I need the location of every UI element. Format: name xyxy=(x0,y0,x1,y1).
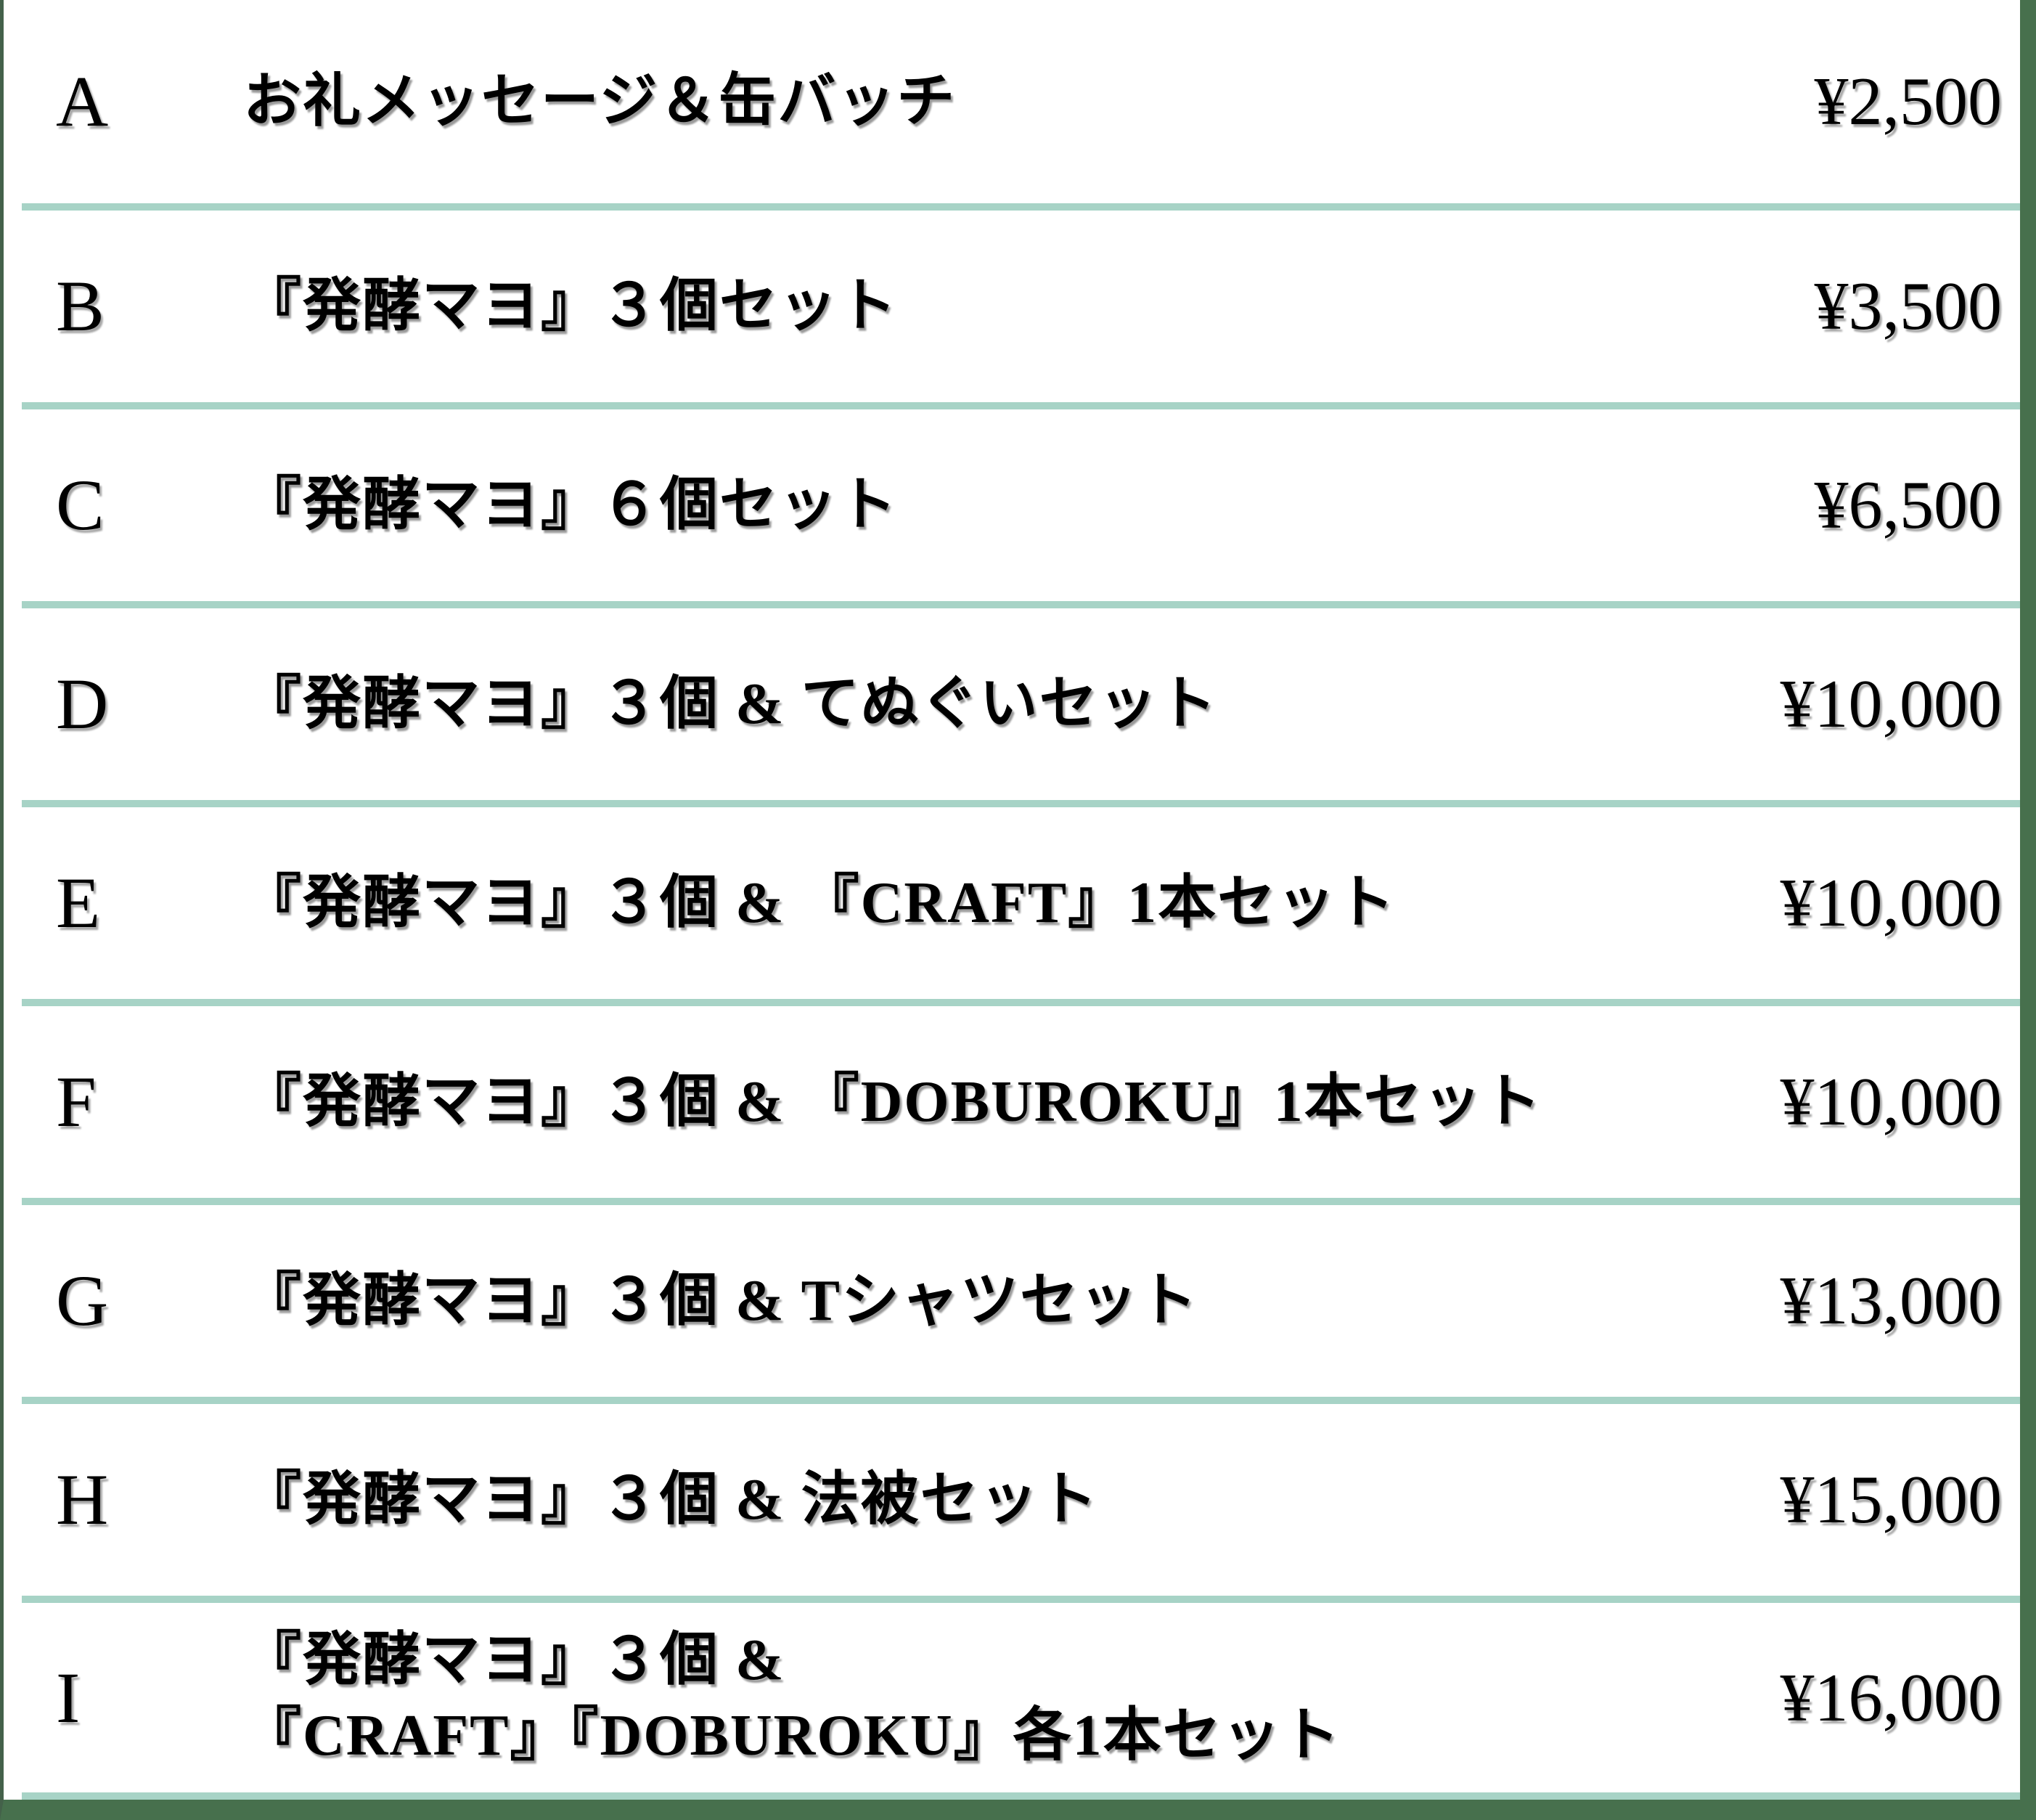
table-row: C 『発酵マヨ』６個セット ¥6,500 xyxy=(4,409,2020,601)
row-divider xyxy=(22,999,2020,1006)
reward-letter: A xyxy=(56,61,109,142)
reward-description-line: 『発酵マヨ』３個セット xyxy=(243,274,898,338)
reward-description-line: お礼メッセージ＆缶バッチ xyxy=(243,70,957,134)
table-row: F 『発酵マヨ』３個 & 『DOBUROKU』1本セット ¥10,000 xyxy=(4,1006,2020,1198)
table-row: D 『発酵マヨ』３個 & てぬぐいセット ¥10,000 xyxy=(4,608,2020,800)
reward-description-line: 『発酵マヨ』３個 & 『DOBUROKU』1本セット xyxy=(243,1070,1542,1134)
table-row: B 『発酵マヨ』３個セット ¥3,500 xyxy=(4,211,2020,402)
reward-price: ¥10,000 xyxy=(1780,865,2003,941)
reward-price: ¥10,000 xyxy=(1780,666,2003,742)
reward-letter: F xyxy=(56,1061,97,1142)
row-divider xyxy=(22,1792,2020,1800)
reward-description: 『発酵マヨ』３個 & てぬぐいセット xyxy=(243,666,1766,742)
row-divider xyxy=(22,1198,2020,1205)
table-row: G 『発酵マヨ』３個 & Tシャツセット ¥13,000 xyxy=(4,1205,2020,1397)
reward-letter: C xyxy=(56,465,105,545)
reward-letter: D xyxy=(56,664,109,744)
reward-letter: E xyxy=(56,862,101,943)
reward-description-line: 『発酵マヨ』３個 & Tシャツセット xyxy=(243,1269,1198,1333)
row-divider xyxy=(22,1596,2020,1603)
row-divider xyxy=(22,402,2020,409)
reward-description: 『発酵マヨ』３個 & 『CRAFT』1本セット xyxy=(243,865,1766,941)
reward-description-line: 『発酵マヨ』３個 & 法被セット xyxy=(243,1468,1099,1532)
reward-description: 『発酵マヨ』３個 & Tシャツセット xyxy=(243,1263,1766,1339)
reward-price: ¥13,000 xyxy=(1780,1263,2003,1339)
reward-letter: B xyxy=(56,266,105,346)
reward-description-line: 『発酵マヨ』３個 & 『CRAFT』1本セット xyxy=(243,871,1397,935)
row-divider xyxy=(22,800,2020,807)
table-row: E 『発酵マヨ』３個 & 『CRAFT』1本セット ¥10,000 xyxy=(4,807,2020,999)
reward-description: 『発酵マヨ』３個セット xyxy=(243,269,1800,344)
reward-price: ¥6,500 xyxy=(1814,468,2003,543)
reward-price: ¥2,500 xyxy=(1814,64,2003,139)
reward-description-line: 『発酵マヨ』３個 & xyxy=(243,1628,785,1692)
reward-letter: H xyxy=(56,1459,109,1540)
row-divider xyxy=(22,601,2020,608)
reward-description-line: 『CRAFT』『DOBUROKU』各1本セット xyxy=(243,1703,1341,1768)
reward-description: お礼メッセージ＆缶バッチ xyxy=(243,64,1800,139)
table-row: I 『発酵マヨ』３個 & 『CRAFT』『DOBUROKU』各1本セット ¥16… xyxy=(4,1603,2020,1792)
reward-description: 『発酵マヨ』６個セット xyxy=(243,468,1800,543)
reward-price: ¥10,000 xyxy=(1780,1064,2003,1140)
table-row: H 『発酵マヨ』３個 & 法被セット ¥15,000 xyxy=(4,1404,2020,1596)
table-row: A お礼メッセージ＆缶バッチ ¥2,500 xyxy=(4,0,2020,203)
reward-description: 『発酵マヨ』３個 & 『DOBUROKU』1本セット xyxy=(243,1064,1766,1140)
reward-price: ¥3,500 xyxy=(1814,269,2003,344)
reward-description-line: 『発酵マヨ』６個セット xyxy=(243,473,898,537)
row-divider xyxy=(22,203,2020,211)
reward-description: 『発酵マヨ』３個 & 法被セット xyxy=(243,1462,1766,1538)
reward-letter: I xyxy=(56,1657,81,1738)
reward-price: ¥15,000 xyxy=(1780,1462,2003,1538)
row-divider xyxy=(22,1397,2020,1404)
reward-price: ¥16,000 xyxy=(1780,1660,2003,1736)
reward-description: 『発酵マヨ』３個 & 『CRAFT』『DOBUROKU』各1本セット xyxy=(243,1623,1766,1774)
reward-letter: G xyxy=(56,1260,109,1341)
reward-description-line: 『発酵マヨ』３個 & てぬぐいセット xyxy=(243,672,1218,736)
